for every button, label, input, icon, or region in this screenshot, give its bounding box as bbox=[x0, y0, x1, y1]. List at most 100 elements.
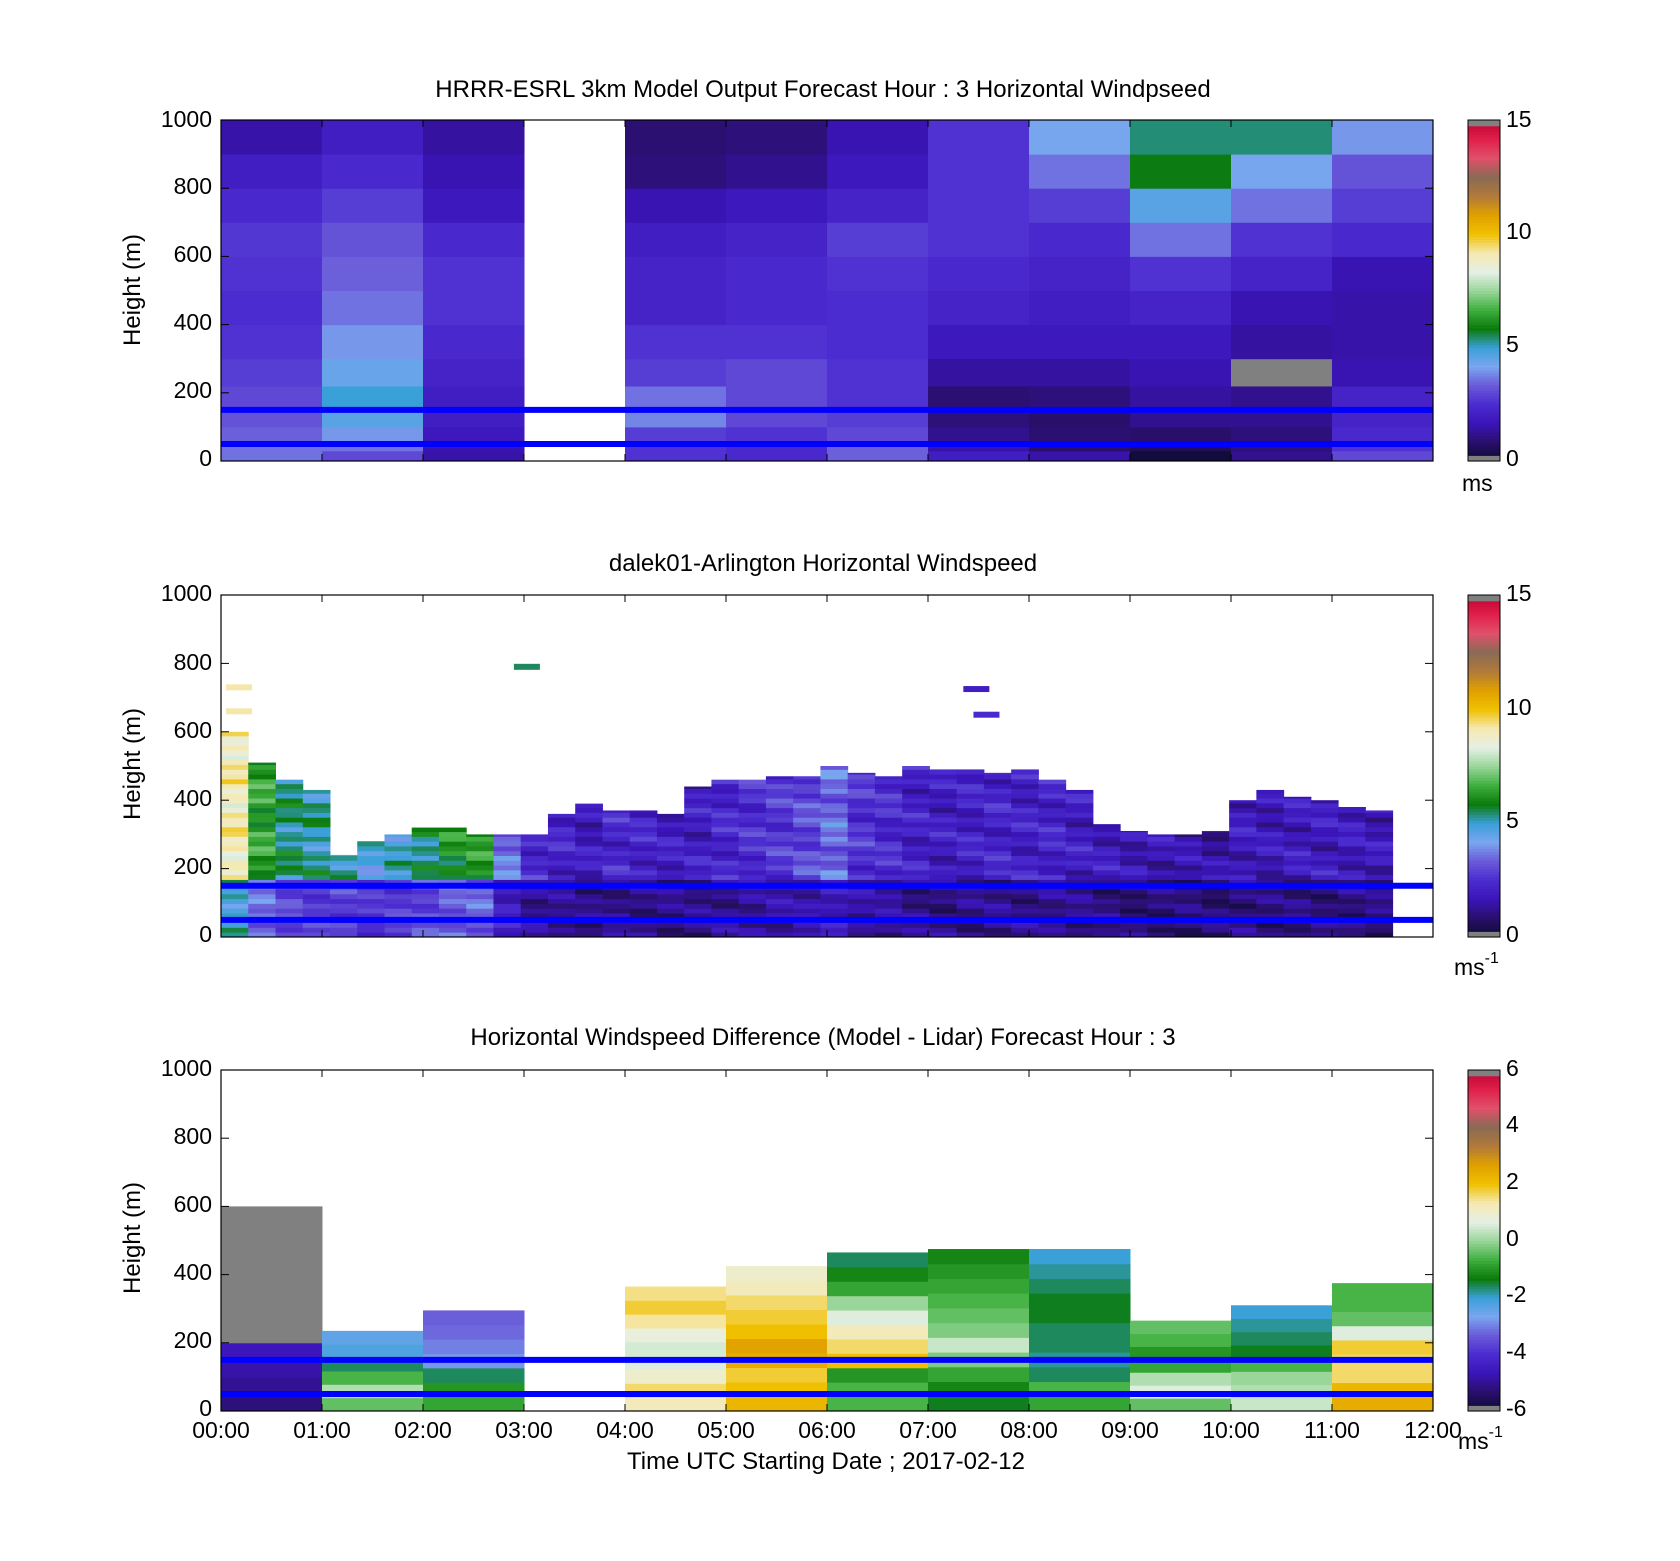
heatmap-cell bbox=[275, 793, 304, 799]
heatmap-cell bbox=[221, 869, 249, 876]
heatmap-cell bbox=[684, 855, 712, 861]
heatmap-cell bbox=[275, 779, 304, 785]
heatmap-cell bbox=[547, 841, 576, 847]
heatmap-cell bbox=[793, 927, 821, 933]
heatmap-cell bbox=[1029, 409, 1131, 428]
heatmap-cell bbox=[493, 879, 522, 885]
colorbar-swatch bbox=[1468, 1305, 1500, 1310]
colorbar-swatch bbox=[1468, 1294, 1500, 1298]
colorbar-swatch bbox=[1468, 370, 1500, 374]
colorbar-swatch bbox=[1468, 398, 1500, 402]
heatmap-cell bbox=[322, 426, 424, 442]
colorbar-swatch bbox=[1468, 597, 1500, 602]
heatmap-cell bbox=[738, 869, 767, 876]
heatmap-cell bbox=[1120, 927, 1148, 933]
heatmap-cell bbox=[874, 908, 903, 914]
heatmap-cell bbox=[357, 850, 385, 857]
panel-lidar-colorbar-ticks: 0 5 10 15 bbox=[1506, 580, 1532, 947]
colorbar-swatch bbox=[1468, 1243, 1500, 1247]
colorbar-swatch bbox=[1468, 783, 1500, 787]
heatmap-cell bbox=[466, 898, 494, 904]
heatmap-cell bbox=[738, 889, 767, 895]
colorbar-swatch bbox=[1468, 652, 1500, 656]
heatmap-cell bbox=[275, 893, 304, 900]
heatmap-cell bbox=[275, 826, 304, 833]
heatmap-cell bbox=[1120, 922, 1148, 928]
heatmap-cell bbox=[493, 860, 522, 866]
heatmap-cell bbox=[275, 788, 304, 794]
colorbar-swatch bbox=[1468, 353, 1500, 357]
colorbar-swatch bbox=[1468, 429, 1500, 434]
colorbar-swatch bbox=[1468, 828, 1500, 833]
heatmap-cell bbox=[1011, 826, 1039, 833]
colorbar-swatch bbox=[1468, 313, 1500, 317]
heatmap-cell bbox=[302, 812, 331, 818]
panel-model-ytick: 600 bbox=[174, 241, 212, 267]
colorbar-swatch bbox=[1468, 426, 1500, 431]
heatmap-cell bbox=[1256, 846, 1285, 852]
heatmap-cell bbox=[1283, 913, 1312, 919]
heatmap-cell bbox=[956, 831, 985, 837]
heatmap-cell bbox=[1338, 922, 1366, 928]
heatmap-cell bbox=[1029, 358, 1131, 387]
heatmap-cell bbox=[820, 798, 849, 804]
heatmap-cell bbox=[929, 778, 958, 785]
heatmap-cell bbox=[711, 932, 740, 938]
heatmap-cell bbox=[956, 822, 985, 828]
colorbar-swatch bbox=[1468, 355, 1500, 360]
heatmap-cell bbox=[1147, 841, 1176, 847]
heatmap-cell bbox=[1332, 426, 1434, 442]
heatmap-cell bbox=[1365, 831, 1394, 837]
heatmap-cell bbox=[983, 817, 1012, 823]
heatmap-cell bbox=[248, 774, 276, 780]
colorbar-swatch bbox=[1468, 891, 1500, 895]
heatmap-cell bbox=[1201, 932, 1230, 938]
heatmap-cell bbox=[547, 836, 576, 842]
heatmap-cell bbox=[1038, 836, 1067, 842]
heatmap-cell bbox=[423, 1367, 525, 1383]
heatmap-cell bbox=[1338, 831, 1366, 837]
heatmap-cell bbox=[1310, 855, 1339, 861]
heatmap-cell bbox=[1174, 932, 1203, 938]
heatmap-cell bbox=[1065, 798, 1094, 804]
heatmap-cell bbox=[221, 932, 249, 938]
heatmap-cell bbox=[684, 812, 712, 818]
heatmap-cell bbox=[322, 222, 424, 257]
heatmap-cell bbox=[1130, 120, 1232, 155]
heatmap-cell bbox=[738, 788, 767, 794]
heatmap-cell bbox=[929, 826, 958, 833]
colorbar-swatch bbox=[1468, 711, 1500, 716]
heatmap-cell bbox=[738, 898, 767, 904]
heatmap-cell bbox=[248, 817, 276, 823]
heatmap-cell bbox=[302, 836, 331, 842]
heatmap-cell bbox=[329, 898, 358, 904]
heatmap-cell bbox=[1229, 865, 1257, 871]
colorbar-swatch bbox=[1468, 714, 1500, 719]
heatmap-cell bbox=[793, 855, 821, 861]
heatmap-cell bbox=[1038, 841, 1067, 847]
heatmap-cell bbox=[1092, 824, 1121, 828]
heatmap-cell bbox=[793, 841, 821, 847]
heatmap-cell bbox=[902, 826, 930, 833]
heatmap-cell bbox=[874, 898, 903, 904]
colorbar-swatch bbox=[1468, 1254, 1500, 1259]
heatmap-cell bbox=[221, 735, 249, 742]
heatmap-cell bbox=[874, 913, 903, 919]
colorbar-swatch bbox=[1468, 321, 1500, 326]
heatmap-cell bbox=[357, 927, 385, 933]
panel-model-colorbar-unit: ms bbox=[1462, 470, 1493, 496]
heatmap-cell bbox=[1231, 290, 1333, 326]
colorbar-swatch bbox=[1468, 1260, 1500, 1264]
heatmap-cell bbox=[1011, 913, 1039, 919]
heatmap-cell bbox=[874, 798, 903, 804]
heatmap-cell bbox=[1283, 860, 1312, 866]
heatmap-cell bbox=[793, 831, 821, 837]
heatmap-cell bbox=[629, 879, 658, 885]
heatmap-cell bbox=[827, 358, 929, 387]
colorbar-swatch bbox=[1468, 256, 1500, 260]
colorbar-swatch bbox=[1468, 637, 1500, 642]
colorbar-swatch bbox=[1468, 1405, 1500, 1409]
heatmap-cell bbox=[520, 850, 549, 857]
colorbar-swatch bbox=[1468, 213, 1500, 218]
heatmap-cell bbox=[275, 831, 304, 837]
